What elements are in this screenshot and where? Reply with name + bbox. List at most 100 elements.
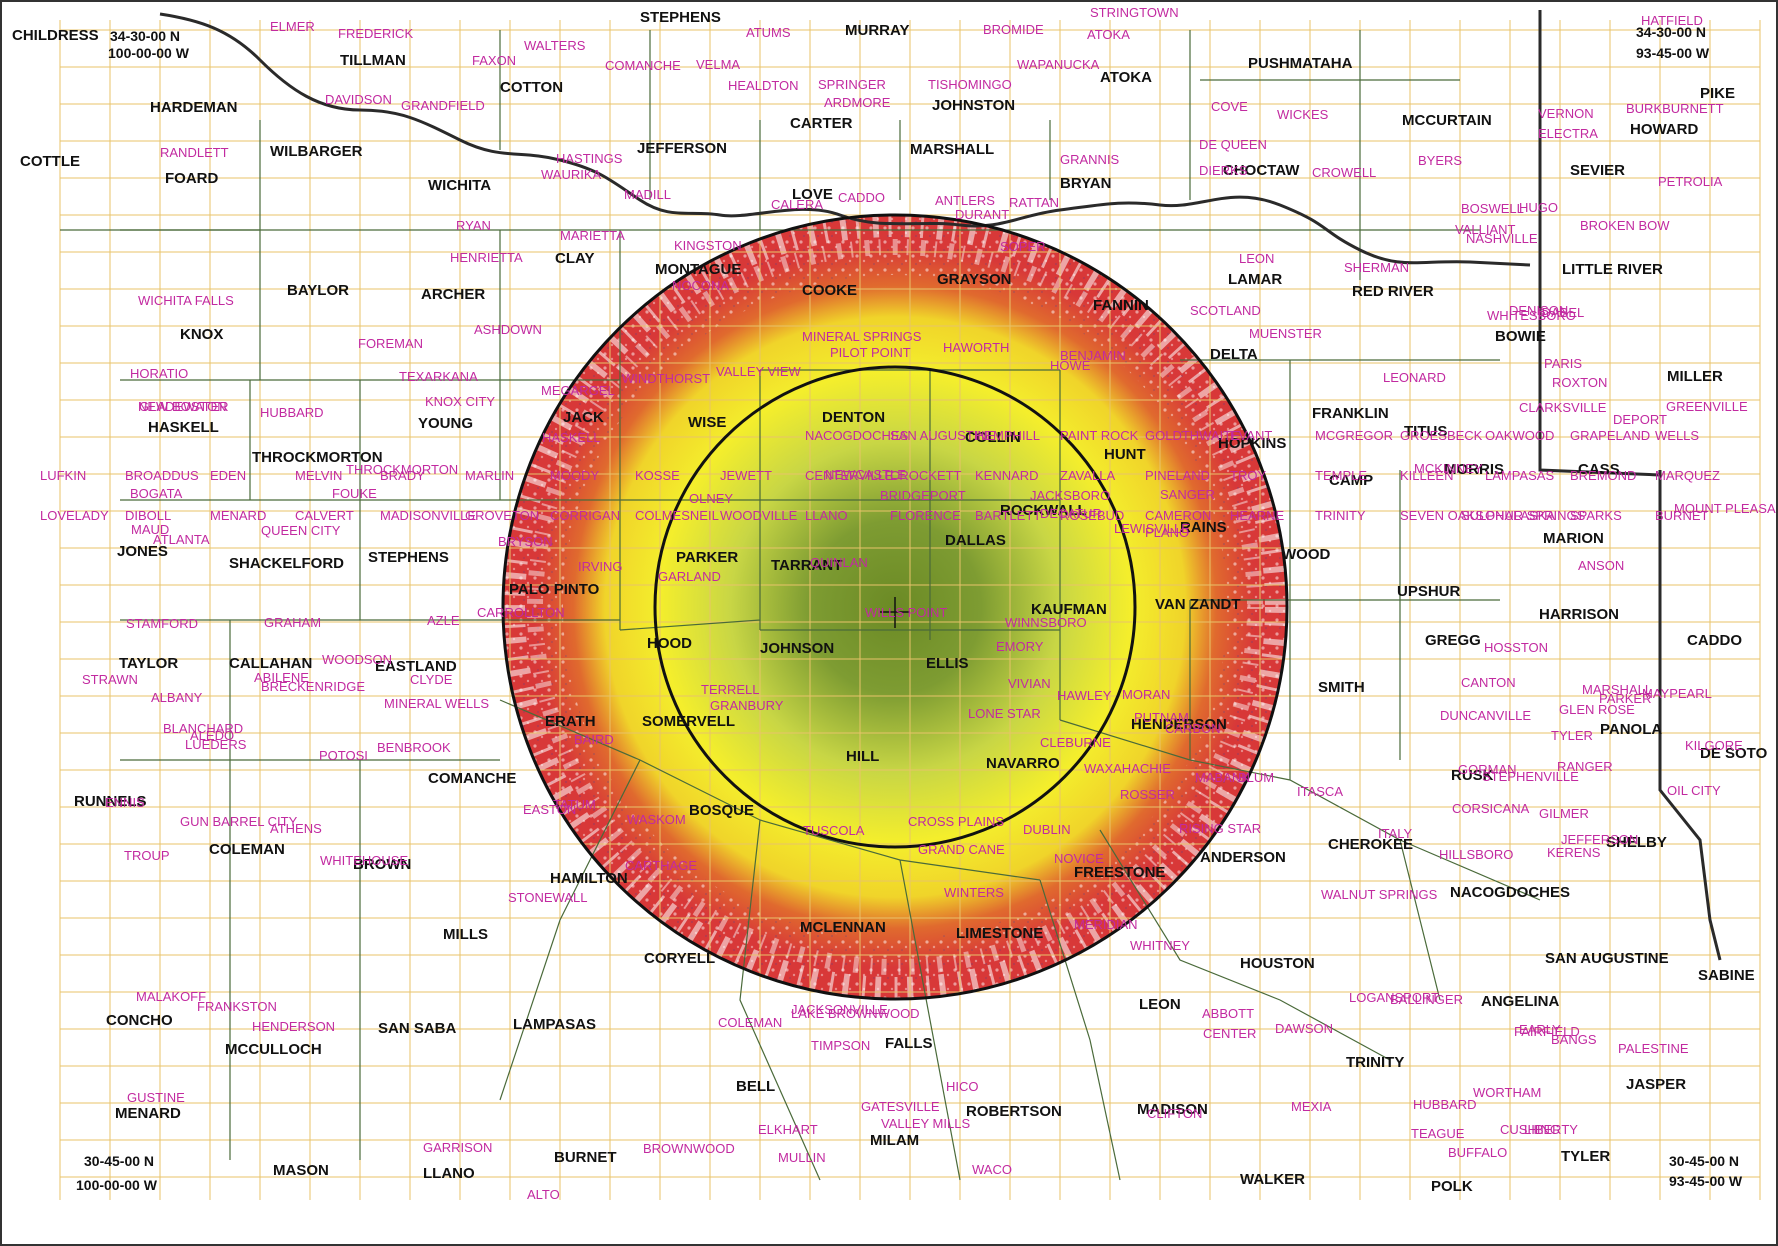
town-label: CLEBURNE: [1040, 735, 1111, 750]
county-label: WISE: [688, 414, 726, 431]
town-label: MOODY: [550, 468, 599, 483]
county-label: TAYLOR: [119, 655, 178, 672]
town-label: BURKBURNETT: [1626, 101, 1724, 116]
town-label: KERENS: [1547, 845, 1601, 860]
town-label: FOUKE: [332, 486, 377, 501]
town-label: MUENSTER: [1249, 326, 1322, 341]
county-label: CORYELL: [644, 950, 715, 967]
town-label: BROADDUS: [125, 468, 199, 483]
town-label: BROWNWOOD: [643, 1141, 735, 1156]
county-label: SEVIER: [1570, 162, 1625, 179]
town-label: LEON: [1239, 251, 1274, 266]
town-label: MENARD: [210, 508, 266, 523]
town-label: BANGS: [1551, 1032, 1597, 1047]
town-label: EARLY: [1519, 1022, 1561, 1037]
county-label: SMITH: [1318, 679, 1365, 696]
town-label: CARBON: [1165, 721, 1221, 736]
town-label: BRADY: [380, 468, 425, 483]
town-label: MINERAL SPRINGS: [802, 329, 922, 344]
town-label: WICHITA FALLS: [138, 293, 234, 308]
county-label: BRYAN: [1060, 175, 1111, 192]
county-label: GREGG: [1425, 632, 1481, 649]
town-label: SOPER: [1000, 239, 1046, 254]
town-label: ELECTRA: [1538, 126, 1598, 141]
town-label: TRINITY: [1315, 508, 1366, 523]
town-label: KILLEEN: [1400, 468, 1453, 483]
town-label: BARTLETT: [975, 508, 1041, 523]
county-label: ROCKWALL: [1000, 502, 1087, 519]
county-label: CHILDRESS: [12, 27, 99, 44]
town-label: MAUD: [131, 522, 169, 537]
town-label: DE QUEEN: [1199, 137, 1267, 152]
town-label: FAXON: [472, 53, 516, 68]
county-label: CALLAHAN: [229, 655, 312, 672]
town-label: CAMERON: [1145, 508, 1211, 523]
town-label: HOWE: [1050, 358, 1091, 373]
town-label: QUEEN CITY: [261, 523, 341, 538]
town-label: SEVEN OAKS: [1400, 508, 1484, 523]
county-label: HILL: [846, 748, 879, 765]
town-label: ATOKA: [1087, 27, 1130, 42]
corner-top-right-lon: 93-45-00 W: [1636, 45, 1710, 61]
county-label: JEFFERSON: [637, 140, 727, 157]
town-label: RANGER: [1557, 759, 1613, 774]
town-label: GOLDTHWAITE: [1145, 428, 1240, 443]
county-label: CADDO: [1687, 632, 1742, 649]
town-label: EVANT: [1230, 428, 1272, 443]
county-label: COLEMAN: [209, 841, 285, 858]
town-label: WHITESBORO: [1487, 308, 1576, 323]
town-label: COMANCHE: [605, 58, 681, 73]
county-label: ANGELINA: [1481, 993, 1560, 1010]
town-label: TIMPSON: [811, 1038, 870, 1053]
county-label: FALLS: [885, 1035, 933, 1052]
town-label: STEPHENVILLE: [1482, 769, 1579, 784]
county-label: LAMPASAS: [513, 1016, 596, 1033]
town-label: BLUM: [1238, 770, 1274, 785]
town-label: RATTAN: [1009, 195, 1059, 210]
town-label: HAWLEY: [1057, 688, 1112, 703]
county-label: SAN SABA: [378, 1020, 457, 1037]
town-label: GORMAN: [1458, 762, 1517, 777]
county-label: MORRIS: [1444, 461, 1504, 478]
county-label: FANNIN: [1093, 297, 1149, 314]
town-label: NACOGDOCHES: [805, 428, 909, 443]
county-label: PIKE: [1700, 85, 1735, 102]
town-label: EDEN: [210, 468, 246, 483]
county-label: JACK: [563, 409, 604, 426]
town-label: SANGER: [1160, 487, 1215, 502]
town-label: MEXIA: [1291, 1099, 1332, 1114]
town-label: CANTON: [1461, 675, 1516, 690]
town-label: BROKEN BOW: [1580, 218, 1670, 233]
county-label: DENTON: [822, 409, 885, 426]
town-label: MINERAL WELLS: [384, 696, 489, 711]
inner-range-ring: [653, 365, 1137, 849]
town-label: PAINT ROCK: [1060, 428, 1139, 443]
county-label: LEON: [1139, 996, 1181, 1013]
town-label: ITASCA: [1297, 784, 1343, 799]
county-label: BAYLOR: [287, 282, 349, 299]
county-boundaries: [60, 30, 1541, 1181]
town-label: MARSHALL: [1582, 682, 1652, 697]
range-rings: [501, 213, 1289, 1001]
county-label: LITTLE RIVER: [1562, 261, 1663, 278]
town-label: POTOSI: [319, 748, 368, 763]
town-label: HUBBARD: [260, 405, 324, 420]
county-label: COTTLE: [20, 153, 80, 170]
county-label: MCCULLOCH: [225, 1041, 322, 1058]
town-label: WOODVILLE: [720, 508, 798, 523]
county-label: LAMAR: [1228, 271, 1282, 288]
town-label: FAIRFIELD: [1514, 1024, 1580, 1039]
town-label: FOREMAN: [358, 336, 423, 351]
county-label: TITUS: [1404, 423, 1447, 440]
town-label: BROMIDE: [983, 22, 1044, 37]
town-label: CENTER: [1203, 1026, 1256, 1041]
town-label: PARKER: [1599, 691, 1652, 706]
town-label: RYAN: [456, 218, 491, 233]
town-label: STRAWN: [82, 672, 138, 687]
town-label: TEMPLE: [1315, 468, 1367, 483]
corner-bottom-right-lon: 93-45-00 W: [1669, 1173, 1743, 1189]
town-label: JEWETT: [720, 468, 772, 483]
town-label: WINNSBORO: [1005, 615, 1087, 630]
